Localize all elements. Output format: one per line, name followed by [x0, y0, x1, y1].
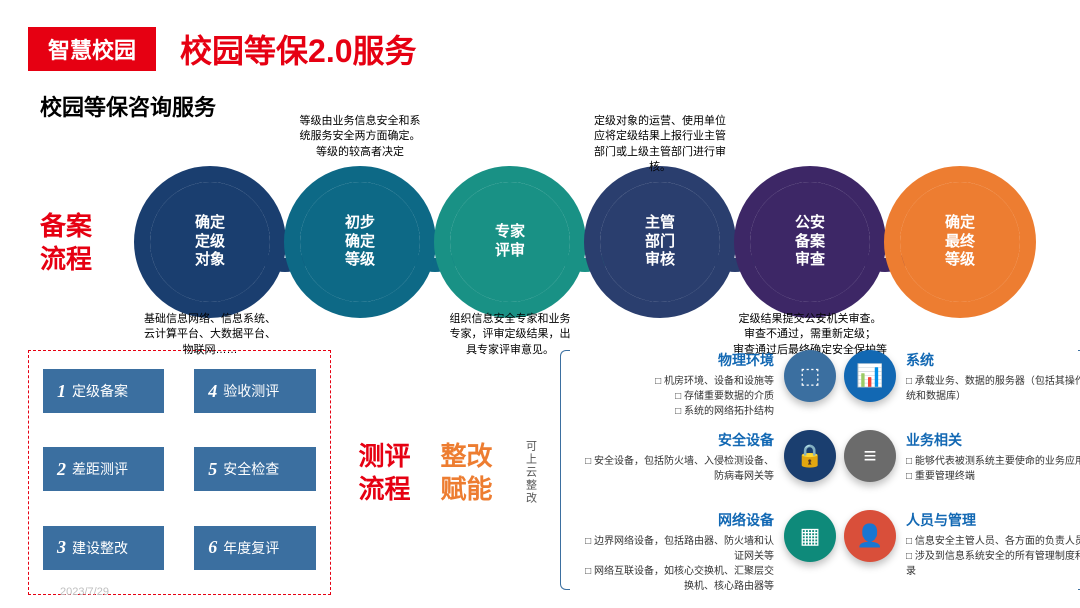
- icon-left-2: ▦: [780, 510, 840, 562]
- cat-right-0: 系统承载业务、数据的服务器（包括其操作系统和数据库）: [900, 350, 1080, 404]
- icon-left-0: ⬚: [780, 350, 840, 402]
- page-title: 校园等保2.0服务: [180, 26, 417, 72]
- icon-right-0: 📊: [840, 350, 900, 402]
- cat-left-0: 物理环境机房环境、设备和设施等存储重要数据的介质系统的网络拓扑结构: [580, 350, 780, 419]
- assess-step-2: 2差距测评: [43, 447, 164, 491]
- cat-left-1: 安全设备安全设备，包括防火墙、入侵检测设备、防病毒网关等: [580, 430, 780, 484]
- filing-process-diagram: 备案 流程 确定定级对象基础信息网络、信息系统、云计算平台、大数据平台、物联网……: [40, 122, 1070, 342]
- icon-right-2: 👤: [840, 510, 900, 562]
- process-step-1: 确定定级对象: [150, 182, 270, 302]
- cat-right-2: 人员与管理信息安全主管人员、各方面的负责人员涉及到信息系统安全的所有管理制度和记…: [900, 510, 1080, 579]
- icon-right-1: ≡: [840, 430, 900, 482]
- section-subtitle: 校园等保咨询服务: [40, 90, 1080, 122]
- header: 智慧校园 校园等保2.0服务: [0, 0, 1080, 72]
- label-line1: 备案: [40, 210, 92, 243]
- assess-step-5: 5安全检查: [194, 447, 315, 491]
- process-step-6: 确定最终等级: [900, 182, 1020, 302]
- assess-step-1: 1定级备案: [43, 369, 164, 413]
- assessment-label: 测评流程: [359, 440, 411, 505]
- process-step-3: 专家评审: [450, 182, 570, 302]
- bracket-left: [560, 350, 570, 590]
- cat-left-2: 网络设备边界网络设备，包括路由器、防火墙和认证网关等网络互联设备，如核心交换机、…: [580, 510, 780, 594]
- step-desc-4: 定级对象的运营、使用单位应将定级结果上报行业主管部门或上级主管部门进行审核。: [580, 114, 740, 176]
- cat-right-1: 业务相关能够代表被测系统主要使命的业务应用重要管理终端: [900, 430, 1080, 484]
- remediation-label: 整改赋能: [441, 440, 493, 505]
- footer-date: 2023/7/29: [60, 586, 109, 598]
- label-line2: 流程: [40, 243, 92, 276]
- assess-step-4: 4验收测评: [194, 369, 315, 413]
- brand-tag: 智慧校园: [28, 27, 156, 71]
- process-step-4: 主管部门审核: [600, 182, 720, 302]
- cloud-note: 可上云整改: [523, 440, 539, 505]
- assess-step-6: 6年度复评: [194, 526, 315, 570]
- process-step-2: 初步确定等级: [300, 182, 420, 302]
- middle-labels: 测评流程 整改赋能 可上云整改: [359, 350, 561, 595]
- step-desc-1: 基础信息网络、信息系统、云计算平台、大数据平台、物联网……: [130, 312, 290, 358]
- filing-process-label: 备案 流程: [40, 210, 92, 275]
- assessment-steps-box: 1定级备案 4验收测评 2差距测评 5安全检查 3建设整改 6年度复评: [28, 350, 331, 595]
- bottom-section: 1定级备案 4验收测评 2差距测评 5安全检查 3建设整改 6年度复评 测评流程 整改赋能…: [0, 350, 1080, 595]
- categories-panel: 物理环境机房环境、设备和设施等存储重要数据的介质系统的网络拓扑结构⬚📊系统承载业…: [560, 350, 1080, 595]
- icon-left-1: 🔒: [780, 430, 840, 482]
- process-step-5: 公安备案审查: [750, 182, 870, 302]
- step-desc-2: 等级由业务信息安全和系统服务安全两方面确定。等级的较高者决定: [280, 114, 440, 160]
- assess-step-3: 3建设整改: [43, 526, 164, 570]
